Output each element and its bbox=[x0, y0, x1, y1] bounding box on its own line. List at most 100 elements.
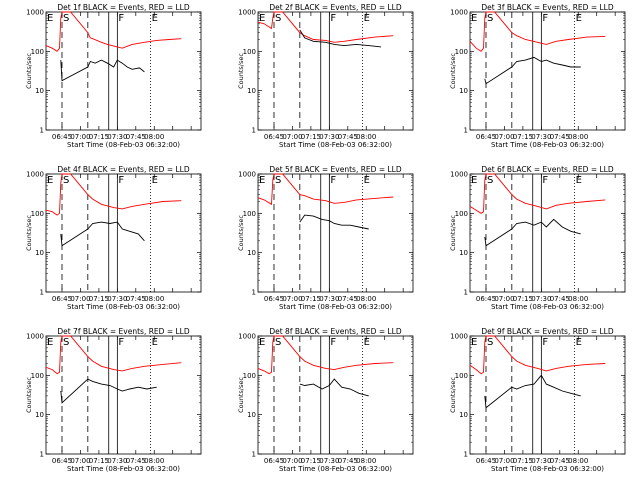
panel-2: Det 2f BLACK = Events, RED = LLD 1 10 100 10… bbox=[237, 3, 414, 149]
x-axis-label: Start Time (08-Feb-03 06:32:00) bbox=[279, 465, 392, 473]
marker-letter-f: F bbox=[542, 175, 548, 186]
x-tick-label: 07:15 bbox=[301, 295, 321, 303]
y-axis-label: Counts/sec bbox=[449, 215, 457, 251]
y-tick-label: 1 bbox=[252, 289, 256, 297]
y-tick-label: 1000 bbox=[450, 171, 468, 179]
y-tick-label: 100 bbox=[243, 372, 256, 380]
x-axis-label: Start Time (08-Feb-03 06:32:00) bbox=[67, 141, 180, 149]
marker-letter-e: E bbox=[364, 337, 370, 348]
x-tick-label: 07:30 bbox=[531, 295, 551, 303]
x-tick-label: 07:00 bbox=[494, 295, 514, 303]
lld-series-line bbox=[257, 11, 394, 43]
y-axis-label: Counts/sec bbox=[25, 215, 33, 251]
marker-letter-s: S bbox=[275, 175, 281, 186]
x-tick-label: 07:15 bbox=[89, 133, 109, 141]
y-tick-label: 10 bbox=[247, 411, 256, 419]
y-axis-label: Counts/sec bbox=[237, 377, 245, 413]
marker-letter-e: E bbox=[364, 13, 370, 24]
x-axis-label: Start Time (08-Feb-03 06:32:00) bbox=[279, 303, 392, 311]
x-tick-label: 07:00 bbox=[282, 133, 302, 141]
panel-title: Det 6f BLACK = Events, RED = LLD bbox=[481, 165, 614, 174]
y-tick-label: 100 bbox=[31, 210, 44, 218]
panel-title: Det 3f BLACK = Events, RED = LLD bbox=[481, 3, 614, 12]
x-tick-label: 07:15 bbox=[89, 457, 109, 465]
lld-series-line bbox=[45, 173, 182, 216]
x-tick-label: 07:45 bbox=[550, 133, 570, 141]
plot-frame bbox=[257, 11, 414, 131]
x-tick-label: 07:45 bbox=[126, 295, 146, 303]
panel-title: Det 7f BLACK = Events, RED = LLD bbox=[57, 327, 190, 336]
x-tick-label: 08:00 bbox=[568, 457, 588, 465]
x-tick-label: 07:30 bbox=[319, 295, 339, 303]
events-series-line bbox=[484, 218, 581, 247]
y-tick-label: 1 bbox=[464, 451, 468, 459]
panel-9: Det 9f BLACK = Events, RED = LLD 1 10 100 10… bbox=[449, 327, 626, 473]
panel-title: Det 9f BLACK = Events, RED = LLD bbox=[481, 327, 614, 336]
marker-letter-e: E bbox=[47, 337, 53, 348]
panel-8: Det 8f BLACK = Events, RED = LLD 1 10 100 10… bbox=[237, 327, 414, 473]
y-tick-label: 1000 bbox=[26, 333, 44, 341]
x-tick-label: 07:45 bbox=[126, 133, 146, 141]
plot-frame bbox=[45, 335, 202, 455]
x-tick-label: 07:15 bbox=[513, 295, 533, 303]
x-tick-label: 07:15 bbox=[513, 133, 533, 141]
x-tick-label: 08:00 bbox=[356, 457, 376, 465]
x-axis-label: Start Time (08-Feb-03 06:32:00) bbox=[491, 465, 604, 473]
marker-letter-s: S bbox=[63, 175, 69, 186]
events-series-line bbox=[299, 378, 369, 397]
x-tick-label: 07:45 bbox=[550, 457, 570, 465]
x-tick-label: 07:30 bbox=[107, 295, 127, 303]
x-tick-label: 08:00 bbox=[144, 457, 164, 465]
y-axis-label: Counts/sec bbox=[237, 53, 245, 89]
lld-series-line bbox=[257, 335, 394, 375]
panel-1: Det 1f BLACK = Events, RED = LLD 1 10 100 10… bbox=[25, 3, 202, 149]
x-tick-label: 07:00 bbox=[282, 295, 302, 303]
x-tick-label: 07:00 bbox=[70, 457, 90, 465]
panel-title: Det 1f BLACK = Events, RED = LLD bbox=[57, 3, 190, 12]
y-tick-label: 1 bbox=[40, 127, 44, 135]
marker-letter-e: E bbox=[259, 337, 265, 348]
x-tick-label: 08:00 bbox=[356, 133, 376, 141]
x-tick-label: 07:00 bbox=[494, 133, 514, 141]
events-series-line bbox=[299, 29, 382, 48]
y-tick-label: 1 bbox=[40, 451, 44, 459]
y-tick-label: 10 bbox=[35, 87, 44, 95]
y-tick-label: 100 bbox=[455, 48, 468, 56]
marker-letter-s: S bbox=[487, 175, 493, 186]
x-axis-label: Start Time (08-Feb-03 06:32:00) bbox=[279, 141, 392, 149]
marker-letter-e: E bbox=[471, 175, 477, 186]
marker-letter-f: F bbox=[330, 337, 336, 348]
marker-letter-f: F bbox=[542, 13, 548, 24]
marker-letter-s: S bbox=[487, 337, 493, 348]
x-tick-label: 08:00 bbox=[356, 295, 376, 303]
y-tick-label: 100 bbox=[243, 48, 256, 56]
y-tick-label: 100 bbox=[31, 372, 44, 380]
y-tick-label: 1000 bbox=[450, 333, 468, 341]
lld-series-line bbox=[45, 11, 182, 52]
marker-letter-e: E bbox=[152, 13, 158, 24]
panel-4: Det 4f BLACK = Events, RED = LLD 1 10 100 10… bbox=[25, 165, 202, 311]
marker-letter-e: E bbox=[152, 337, 158, 348]
x-tick-label: 07:45 bbox=[126, 457, 146, 465]
x-tick-label: 07:15 bbox=[301, 133, 321, 141]
plot-frame bbox=[45, 173, 202, 293]
x-axis-label: Start Time (08-Feb-03 06:32:00) bbox=[67, 303, 180, 311]
plot-frame bbox=[469, 11, 626, 131]
marker-letter-f: F bbox=[330, 13, 336, 24]
lld-series-line bbox=[257, 173, 394, 206]
marker-letter-f: F bbox=[330, 175, 336, 186]
panel-title: Det 4f BLACK = Events, RED = LLD bbox=[57, 165, 190, 174]
x-tick-label: 07:45 bbox=[338, 457, 358, 465]
x-tick-label: 07:45 bbox=[550, 295, 570, 303]
x-tick-label: 07:30 bbox=[319, 457, 339, 465]
x-tick-label: 08:00 bbox=[144, 295, 164, 303]
y-tick-label: 10 bbox=[459, 87, 468, 95]
x-tick-label: 07:45 bbox=[338, 295, 358, 303]
x-tick-label: 06:45 bbox=[476, 133, 496, 141]
x-tick-label: 07:30 bbox=[319, 133, 339, 141]
x-tick-label: 07:30 bbox=[107, 133, 127, 141]
x-tick-label: 06:45 bbox=[264, 457, 284, 465]
panel-title: Det 8f BLACK = Events, RED = LLD bbox=[269, 327, 402, 336]
